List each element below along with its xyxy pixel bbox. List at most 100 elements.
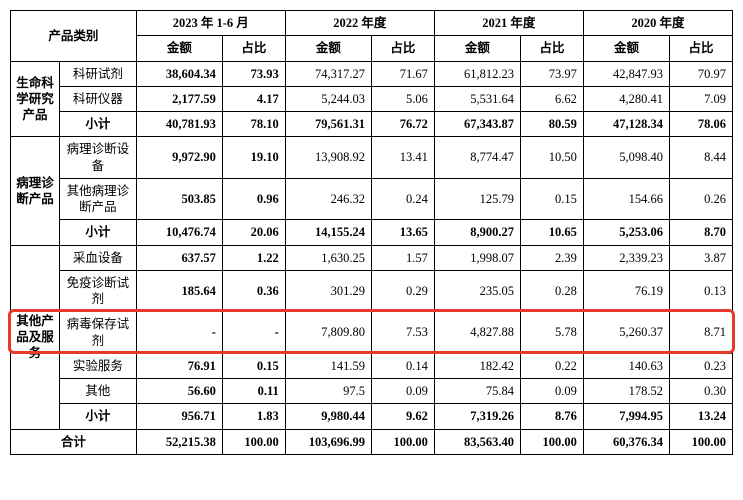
subtotal-row: 小计10,476.7420.0614,155.2413.658,900.2710… — [11, 220, 733, 245]
table-cell: 74,317.27 — [285, 61, 371, 86]
table-row: 实验服务76.910.15141.590.14182.420.22140.630… — [11, 353, 733, 378]
table-cell: 14,155.24 — [285, 220, 371, 245]
row-label: 其他病理诊断产品 — [59, 178, 136, 220]
table-cell: 5,253.06 — [583, 220, 669, 245]
table-cell: 246.32 — [285, 178, 371, 220]
table-row: 免疫诊断试剂185.640.36301.290.29235.050.2876.1… — [11, 270, 733, 312]
table-cell: 0.15 — [222, 353, 285, 378]
table-cell: 67,343.87 — [434, 112, 520, 137]
header-amount: 金额 — [285, 36, 371, 61]
header-category: 产品类别 — [11, 11, 137, 62]
table-cell: 7,994.95 — [583, 404, 669, 429]
table-cell: 301.29 — [285, 270, 371, 312]
table-cell: 5,531.64 — [434, 86, 520, 111]
table-cell: 0.09 — [521, 379, 584, 404]
table-cell: 3.87 — [670, 245, 733, 270]
table-cell: 9.62 — [371, 404, 434, 429]
table-cell: 5.78 — [521, 312, 584, 354]
table-cell: 0.13 — [670, 270, 733, 312]
product-revenue-table: 产品类别 2023 年 1-6 月 2022 年度 2021 年度 2020 年… — [10, 10, 733, 455]
table-body: 生命科学研究产品科研试剂38,604.3473.9374,317.2771.67… — [11, 61, 733, 454]
header-amount: 金额 — [136, 36, 222, 61]
table-cell: - — [222, 312, 285, 354]
table-header: 产品类别 2023 年 1-6 月 2022 年度 2021 年度 2020 年… — [11, 11, 733, 62]
table-cell: 10,476.74 — [136, 220, 222, 245]
table-cell: 0.23 — [670, 353, 733, 378]
table-cell: 8,900.27 — [434, 220, 520, 245]
table-cell: 78.06 — [670, 112, 733, 137]
table-cell: 100.00 — [222, 429, 285, 454]
table-cell: 2.39 — [521, 245, 584, 270]
row-label: 免疫诊断试剂 — [59, 270, 136, 312]
row-label: 科研试剂 — [59, 61, 136, 86]
table-cell: 185.64 — [136, 270, 222, 312]
table-cell: 0.30 — [670, 379, 733, 404]
table-cell: 2,339.23 — [583, 245, 669, 270]
header-period-0: 2023 年 1-6 月 — [136, 11, 285, 36]
table-cell: 182.42 — [434, 353, 520, 378]
header-period-3: 2020 年度 — [583, 11, 732, 36]
table-cell: 125.79 — [434, 178, 520, 220]
table-cell: 40,781.93 — [136, 112, 222, 137]
row-label: 小计 — [59, 404, 136, 429]
table-cell: 75.84 — [434, 379, 520, 404]
table-cell: 956.71 — [136, 404, 222, 429]
table-cell: 60,376.34 — [583, 429, 669, 454]
table-cell: 1,630.25 — [285, 245, 371, 270]
row-label: 其他 — [59, 379, 136, 404]
table-cell: 8.71 — [670, 312, 733, 354]
table-cell: 42,847.93 — [583, 61, 669, 86]
header-period-1: 2022 年度 — [285, 11, 434, 36]
table-cell: 0.96 — [222, 178, 285, 220]
row-label: 采血设备 — [59, 245, 136, 270]
table-cell: 13.41 — [371, 137, 434, 179]
group-name: 病理诊断产品 — [11, 137, 60, 245]
table-cell: 4,280.41 — [583, 86, 669, 111]
table-cell: 38,604.34 — [136, 61, 222, 86]
table-cell: 4,827.88 — [434, 312, 520, 354]
table-cell: 8,774.47 — [434, 137, 520, 179]
table-wrap: 产品类别 2023 年 1-6 月 2022 年度 2021 年度 2020 年… — [10, 10, 733, 455]
table-cell: 0.22 — [521, 353, 584, 378]
table-cell: 0.28 — [521, 270, 584, 312]
table-cell: 79,561.31 — [285, 112, 371, 137]
table-cell: 100.00 — [521, 429, 584, 454]
table-cell: 637.57 — [136, 245, 222, 270]
table-cell: 56.60 — [136, 379, 222, 404]
row-label: 病理诊断设备 — [59, 137, 136, 179]
row-label: 实验服务 — [59, 353, 136, 378]
table-cell: 20.06 — [222, 220, 285, 245]
table-cell: 76.91 — [136, 353, 222, 378]
table-cell: 97.5 — [285, 379, 371, 404]
table-cell: 83,563.40 — [434, 429, 520, 454]
table-cell: 178.52 — [583, 379, 669, 404]
header-pct: 占比 — [222, 36, 285, 61]
table-cell: 103,696.99 — [285, 429, 371, 454]
group-name: 其他产品及服务 — [11, 245, 60, 429]
table-cell: 503.85 — [136, 178, 222, 220]
table-cell: 6.62 — [521, 86, 584, 111]
row-label: 科研仪器 — [59, 86, 136, 111]
table-cell: 47,128.34 — [583, 112, 669, 137]
table-cell: 5.06 — [371, 86, 434, 111]
subtotal-row: 小计40,781.9378.1079,561.3176.7267,343.878… — [11, 112, 733, 137]
table-cell: 0.14 — [371, 353, 434, 378]
table-cell: 10.50 — [521, 137, 584, 179]
table-cell: 52,215.38 — [136, 429, 222, 454]
group-name: 生命科学研究产品 — [11, 61, 60, 137]
table-cell: 154.66 — [583, 178, 669, 220]
table-cell: 78.10 — [222, 112, 285, 137]
table-cell: 7,319.26 — [434, 404, 520, 429]
table-cell: 140.63 — [583, 353, 669, 378]
header-pct: 占比 — [670, 36, 733, 61]
subtotal-row: 小计956.711.839,980.449.627,319.268.767,99… — [11, 404, 733, 429]
table-cell: 0.29 — [371, 270, 434, 312]
table-cell: 7.09 — [670, 86, 733, 111]
table-cell: 0.15 — [521, 178, 584, 220]
table-row: 科研仪器2,177.594.175,244.035.065,531.646.62… — [11, 86, 733, 111]
table-cell: 0.36 — [222, 270, 285, 312]
table-cell: - — [136, 312, 222, 354]
table-cell: 71.67 — [371, 61, 434, 86]
header-pct: 占比 — [371, 36, 434, 61]
table-cell: 0.26 — [670, 178, 733, 220]
